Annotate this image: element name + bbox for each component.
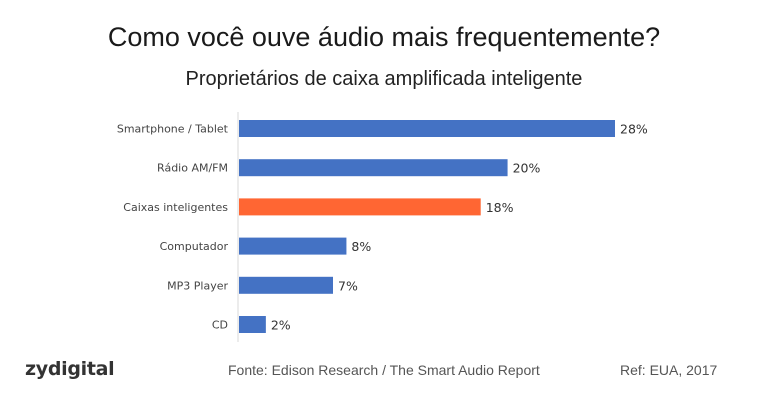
data-label: 7% <box>338 278 358 293</box>
category-label: Smartphone / Tablet <box>117 123 229 136</box>
data-label: 8% <box>351 239 371 254</box>
chart-title: Como você ouve áudio mais frequentemente… <box>107 22 661 52</box>
data-label: 28% <box>620 122 648 137</box>
bar <box>239 276 333 294</box>
data-label: 20% <box>513 161 541 176</box>
bar <box>239 120 615 137</box>
reference-note: Ref: EUA, 2017 <box>620 362 718 378</box>
zydigital-logo: zydigital <box>25 358 115 380</box>
data-label: 18% <box>486 200 514 215</box>
bar <box>239 316 266 333</box>
category-label: Computador <box>160 240 229 253</box>
chart-subtitle: Proprietários de caixa amplificada intel… <box>185 68 583 90</box>
bar <box>239 237 347 255</box>
category-label: Rádio AM/FM <box>157 162 228 175</box>
bar <box>239 159 508 177</box>
source-note: Fonte: Edison Research / The Smart Audio… <box>228 362 540 378</box>
category-label: CD <box>212 319 228 332</box>
category-label: MP3 Player <box>167 279 228 292</box>
category-label: Caixas inteligentes <box>123 201 228 214</box>
bar <box>239 198 481 216</box>
data-label: 2% <box>271 318 291 333</box>
